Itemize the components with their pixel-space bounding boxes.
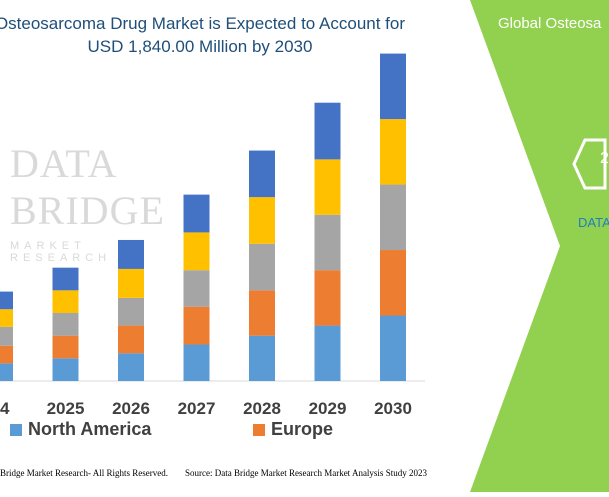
bar-segment-2030-s2 [380, 184, 406, 251]
bar-segment-24-s0 [0, 363, 13, 381]
bar-segment-2028-s4 [249, 150, 275, 198]
legend-swatch-north-america [10, 423, 22, 436]
footer-source: Source: Data Bridge Market Research Mark… [185, 468, 427, 478]
side-panel-label: DATA [578, 215, 609, 230]
bar-segment-24-s4 [0, 291, 13, 310]
bar-segment-2026-s2 [118, 297, 144, 326]
legend-label-europe: Europe [271, 419, 334, 439]
chart-title-line-2: USD 1,840.00 Million by 2030 [87, 37, 313, 56]
bar-segment-2029-s1 [314, 270, 341, 326]
bar-segment-2025-s0 [52, 358, 79, 381]
bar-segment-2030-s3 [380, 119, 406, 185]
bar-segment-2029-s4 [314, 102, 341, 160]
bar-segment-2026-s1 [118, 325, 144, 354]
legend-item-north-america: North America [10, 419, 151, 440]
bar-segment-2030-s0 [380, 315, 406, 381]
x-tick-label: 2025 [47, 399, 85, 418]
x-tick-label: 2028 [243, 399, 281, 418]
legend-label-north-america: North America [28, 419, 152, 439]
bar-segment-2027-s2 [183, 270, 210, 307]
side-panel-title: Global Osteosa [498, 15, 602, 32]
x-tick-label: 2029 [309, 399, 347, 418]
x-tick-labels: 24 2025 2026 2027 2028 2029 2030 [0, 399, 412, 418]
bar-segment-24-s2 [0, 326, 13, 346]
x-tick-label: 2026 [112, 399, 150, 418]
x-tick-label: 2030 [374, 399, 412, 418]
x-tick-label: 24 [0, 399, 10, 418]
bar-segment-2025-s2 [52, 313, 79, 336]
bar-segment-2025-s3 [52, 290, 79, 313]
bar-segment-2027-s1 [183, 306, 210, 345]
bar-segment-24-s1 [0, 345, 13, 364]
bar-segment-2030-s4 [380, 53, 406, 120]
bar-segment-2028-s1 [249, 290, 275, 336]
bar-segment-2029-s2 [314, 214, 341, 271]
hexagon-value: 2 [600, 150, 609, 167]
bar-segment-2027-s0 [183, 344, 210, 381]
bar-segment-2027-s3 [183, 232, 210, 271]
bar-segment-2029-s3 [314, 159, 341, 215]
x-tick-label: 2027 [178, 399, 216, 418]
bar-segment-2028-s0 [249, 335, 275, 381]
bar-segment-2028-s3 [249, 197, 275, 244]
bar-segment-2026-s3 [118, 268, 144, 298]
bar-segment-24-s3 [0, 309, 13, 327]
bar-segment-2025-s4 [52, 267, 79, 291]
legend-swatch-europe [253, 423, 265, 436]
bar-segment-2030-s1 [380, 250, 406, 316]
chart-title-line-1: Osteosarcoma Drug Market is Expected to … [0, 14, 406, 33]
bar-segment-2027-s4 [183, 194, 210, 233]
hexagon-icon [572, 138, 607, 190]
bar-segment-2026-s4 [118, 239, 144, 269]
footer-copyright: Bridge Market Research- All Rights Reser… [0, 468, 168, 478]
bar-segment-2025-s1 [52, 335, 79, 359]
side-panel [470, 0, 609, 492]
bar-segment-2026-s0 [118, 353, 144, 381]
bar-segment-2029-s0 [314, 325, 341, 381]
chart-title: Osteosarcoma Drug Market is Expected to … [0, 12, 430, 58]
bars-layer [0, 53, 406, 381]
side-panel-shape [470, 0, 609, 492]
bar-segment-2028-s2 [249, 243, 275, 291]
legend-item-europe: Europe [253, 419, 333, 440]
stacked-bar-chart: 24 2025 2026 2027 2028 2029 2030 [0, 53, 425, 418]
